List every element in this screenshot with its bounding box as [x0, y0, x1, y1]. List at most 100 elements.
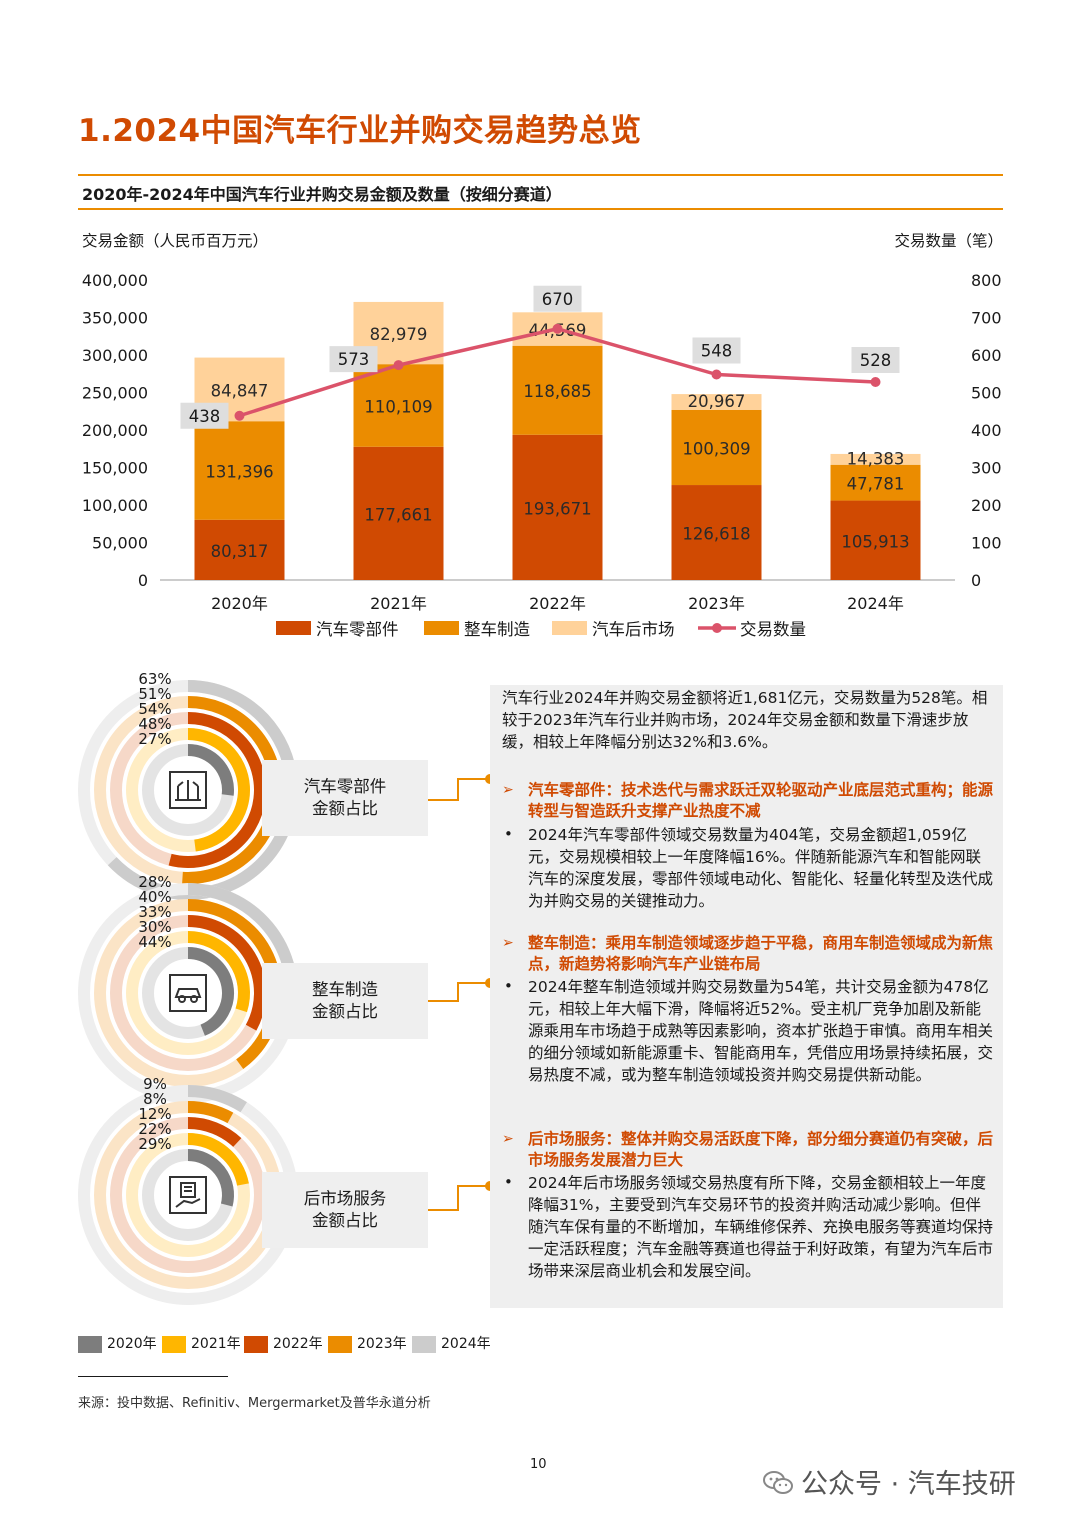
y-tick-label: 350,000: [82, 309, 148, 328]
donut-percent-label: 9%: [143, 1075, 167, 1093]
year-legend-item: 2023年: [328, 1333, 407, 1353]
wechat-icon: [763, 1471, 793, 1494]
donut-ring-track: [126, 931, 250, 1055]
count-label: 528: [860, 351, 892, 370]
donut-label-parts: 汽车零部件 金额占比: [262, 760, 428, 836]
section-body-parts: 2024年汽车零部件领域交易数量为404笔，交易金额超1,059亿元，交易规模相…: [528, 826, 994, 910]
donut-ring-arc: [187, 744, 234, 796]
parts-icon: [169, 771, 207, 809]
count-point: [870, 377, 881, 387]
donut-ring-arc: [187, 1085, 247, 1113]
donut-ring-track: [94, 899, 282, 1087]
donut-ring-arc: [187, 1149, 234, 1207]
year-legend-label: 2024年: [441, 1336, 491, 1352]
bar-segment: [830, 500, 921, 580]
icon-glyph: [175, 780, 201, 801]
donut-label-vehicle-line1: 整车制造: [312, 980, 378, 999]
count-point: [711, 369, 722, 380]
donut-ring-track: [78, 680, 298, 900]
donut-label-vehicle: 整车制造 金额占比: [262, 963, 428, 1039]
donut-percent-label: 28%: [138, 873, 171, 891]
count-label-box: [329, 346, 378, 373]
y2-axis-title: 交易数量（笔）: [894, 232, 1003, 250]
donut-percent-label: 27%: [138, 730, 171, 748]
bullet-icon: •: [504, 1173, 513, 1191]
y-tick-label: 50,000: [92, 534, 148, 553]
bar-value-label: 193,671: [523, 499, 591, 518]
y-tick-label: 400,000: [82, 271, 148, 290]
legend-label: 汽车零部件: [316, 620, 399, 639]
y2-tick-label: 0: [971, 571, 981, 590]
y-tick-label: 0: [138, 571, 148, 590]
bar-value-label: 47,781: [847, 475, 905, 494]
analysis-panel: 汽车行业2024年并购交易金额将近1,681亿元，交易数量为528笔。相较于20…: [490, 685, 1003, 1308]
y2-tick-label: 800: [971, 271, 1002, 290]
bar-segment: [830, 464, 921, 501]
bar-value-label: 82,979: [370, 325, 428, 344]
x-tick-label: 2022年: [529, 594, 586, 613]
section-body-vehicle: 2024年整车制造领域并购交易数量为54笔，共计交易金额为478亿元，相较上年大…: [528, 978, 994, 1084]
source-divider: [78, 1376, 228, 1377]
donut-ring-track: [142, 744, 234, 836]
y2-tick-label: 100: [971, 534, 1002, 553]
watermark: 公众号 · 汽车技研: [763, 1462, 1016, 1501]
bar-value-label: 131,396: [205, 462, 273, 481]
donut-ring-track: [110, 915, 266, 1071]
y2-tick-label: 500: [971, 384, 1002, 403]
year-legend-label: 2020年: [107, 1336, 157, 1352]
section-title-aftermarket: 后市场服务：整体并购交易活跃度下降，部分细分赛道仍有突破，后市场服务发展潜力巨大: [528, 1130, 994, 1169]
chart-subtitle: 2020年-2024年中国汽车行业并购交易金额及数量（按细分赛道）: [82, 185, 562, 204]
legend-line-marker: [712, 623, 722, 633]
icon-glyph: [175, 1182, 201, 1208]
y2-tick-label: 600: [971, 346, 1002, 365]
bar-segment: [353, 364, 444, 447]
connector-line-vehicle: [428, 982, 490, 1002]
donut-percent-label: 22%: [138, 1120, 171, 1138]
donut-ring-arc: [187, 1117, 242, 1148]
donut-ring-arc: [187, 931, 250, 1013]
source-note: 来源：投中数据、Refinitiv、Mergermarket及普华永道分析: [78, 1396, 431, 1411]
count-label-box: [533, 285, 582, 312]
bar-segment: [512, 345, 603, 435]
legend-swatch: [162, 1335, 186, 1353]
year-legend-item: 2021年: [162, 1333, 241, 1353]
count-point: [234, 410, 245, 421]
bullet-icon: •: [504, 825, 513, 843]
donut-ring-arc: [168, 712, 266, 868]
bar-value-label: 20,967: [688, 392, 746, 411]
donut-label-vehicle-line2: 金额占比: [312, 1002, 378, 1021]
y2-tick-label: 700: [971, 309, 1002, 328]
legend-swatch: [244, 1335, 268, 1353]
icon-wheel: [178, 995, 186, 1003]
donut-ring-arc: [187, 915, 266, 1031]
donut-ring-track: [94, 1101, 282, 1289]
bar-value-label: 177,661: [364, 505, 432, 524]
connector-line-aftermarket: [428, 1185, 490, 1211]
panel-intro: 汽车行业2024年并购交易金额将近1,681亿元，交易数量为528笔。相较于20…: [502, 689, 988, 751]
y-tick-label: 300,000: [82, 346, 148, 365]
y2-tick-label: 200: [971, 496, 1002, 515]
donut-percent-label: 51%: [138, 685, 171, 703]
year-legend-label: 2021年: [191, 1336, 241, 1352]
y2-tick-label: 300: [971, 459, 1002, 478]
donut-percent-label: 8%: [143, 1090, 167, 1108]
donut-ring-arc: [187, 728, 250, 852]
count-label: 438: [189, 407, 221, 426]
y-tick-label: 250,000: [82, 384, 148, 403]
donut-ring-arc: [187, 1133, 249, 1186]
donut-label-aftermarket: 后市场服务 金额占比: [262, 1172, 428, 1248]
bar-value-label: 110,109: [364, 397, 432, 416]
y-tick-label: 150,000: [82, 459, 148, 478]
bullet-icon: •: [504, 977, 513, 995]
icon-glyph: [174, 988, 202, 998]
legend-swatch: [552, 621, 587, 635]
bar-segment: [353, 446, 444, 580]
legend-swatch: [328, 1335, 352, 1353]
service-icon: [169, 1176, 207, 1214]
bar-segment: [194, 519, 285, 580]
bar-segment: [671, 409, 762, 486]
page-title: 1.2024中国汽车行业并购交易趋势总览: [78, 113, 642, 149]
donut-ring-track: [78, 1085, 298, 1305]
donut-percent-label: 44%: [138, 933, 171, 951]
x-tick-label: 2020年: [211, 594, 268, 613]
